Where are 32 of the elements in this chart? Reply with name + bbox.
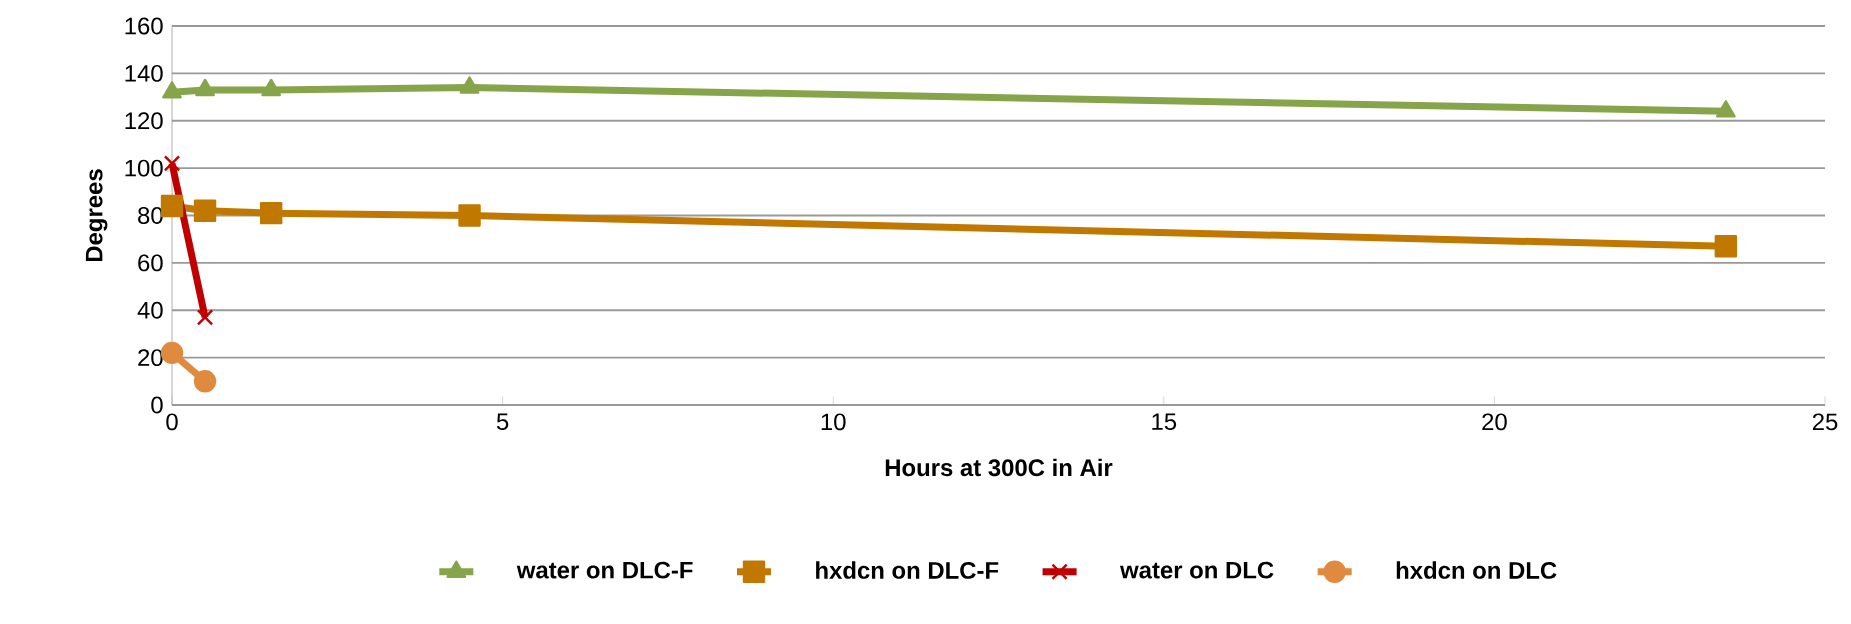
y-tick-label: 60 xyxy=(138,254,163,272)
point xyxy=(163,155,181,172)
y-tick-label: 120 xyxy=(125,112,163,130)
y-tick-label: 40 xyxy=(137,301,163,319)
point xyxy=(259,201,283,225)
point xyxy=(1714,235,1738,258)
y-tick-label: 20 xyxy=(138,349,163,367)
legend-label: hxdcn on DLC-F xyxy=(816,561,999,579)
point xyxy=(193,370,217,393)
y-tick-label: 0 xyxy=(151,396,163,414)
point xyxy=(196,309,214,326)
point xyxy=(1715,100,1736,118)
x-tick-label: 25 xyxy=(1812,413,1838,431)
point xyxy=(195,78,215,97)
x-tick-label: 20 xyxy=(1482,413,1507,431)
y-tick-label: 140 xyxy=(125,64,163,82)
x-tick-label: 5 xyxy=(496,413,509,431)
y-axis-title: Degrees xyxy=(85,169,108,262)
legend-label: water on DLC xyxy=(1120,561,1274,579)
point xyxy=(261,78,282,97)
point xyxy=(459,76,480,94)
x-tick-label: 15 xyxy=(1152,413,1177,431)
y-tick-label: 160 xyxy=(125,17,163,35)
point xyxy=(458,204,481,227)
legend-label: water on DLC-F xyxy=(516,561,693,579)
point xyxy=(162,81,182,99)
x-tick-label: 0 xyxy=(166,413,178,431)
x-axis-title: Hours at 300C in Air xyxy=(885,458,1113,477)
legend-label: hxdcn on DLC xyxy=(1396,561,1557,579)
x-tick-label: 10 xyxy=(821,413,846,431)
point xyxy=(193,199,217,222)
y-tick-label: 100 xyxy=(125,159,163,177)
